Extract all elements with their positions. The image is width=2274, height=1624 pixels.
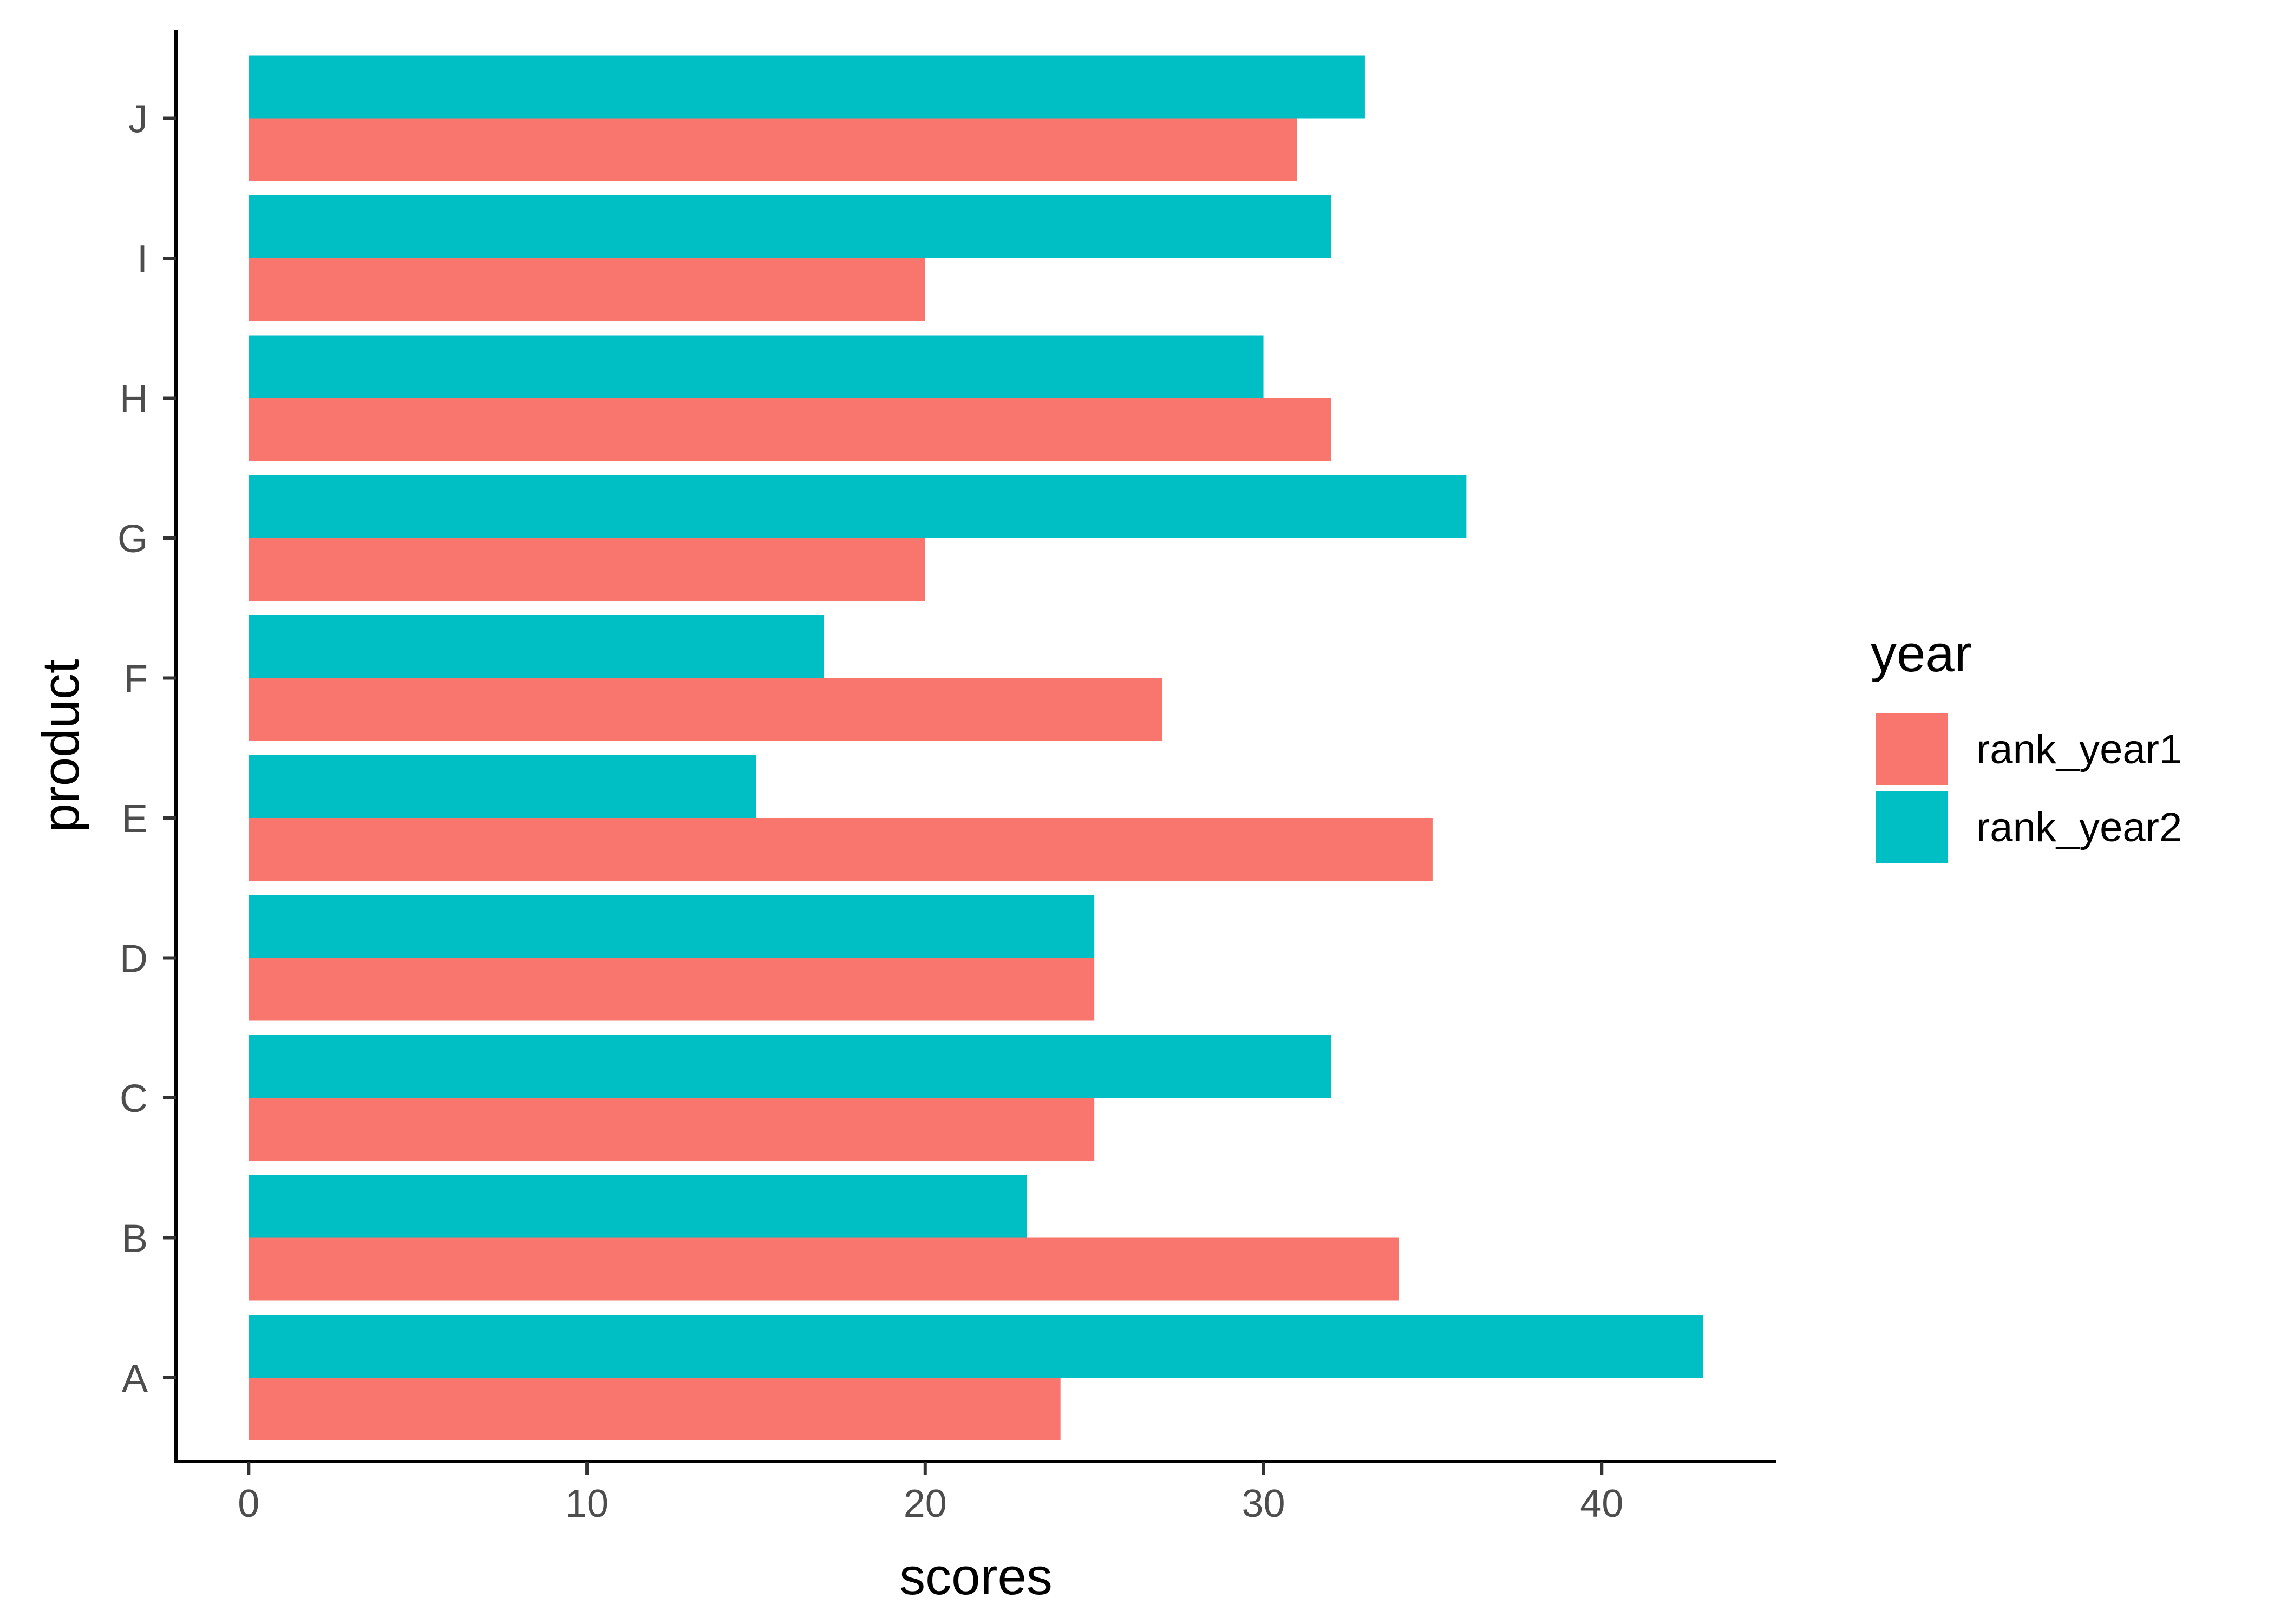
x-tick-label: 30 — [1241, 1482, 1285, 1525]
bar-rank_year1-B — [249, 1238, 1399, 1301]
y-tick-label: E — [122, 797, 148, 841]
x-tick-label: 10 — [565, 1482, 609, 1525]
legend-items: rank_year1 rank_year2 — [1876, 713, 2182, 863]
x-tick-label: 20 — [904, 1482, 947, 1525]
bar-rank_year2-A — [249, 1315, 1703, 1378]
bar-rank_year1-J — [249, 119, 1297, 181]
bar-rank_year1-G — [249, 538, 925, 601]
bar-rank_year1-I — [249, 258, 925, 321]
y-axis-title: product — [32, 659, 90, 832]
y-tick-label: B — [122, 1217, 148, 1261]
y-tick-label: H — [120, 378, 148, 421]
bar-rank_year2-H — [249, 336, 1263, 398]
y-tick-label: I — [137, 238, 148, 281]
legend-key-rank_year1 — [1876, 713, 1948, 785]
bars-layer — [249, 56, 1703, 1441]
bar-rank_year1-H — [249, 398, 1331, 461]
y-tick-label: F — [124, 658, 148, 701]
bar-rank_year1-D — [249, 958, 1094, 1021]
bar-rank_year2-C — [249, 1035, 1331, 1098]
x-tick-label: 40 — [1580, 1482, 1623, 1525]
bar-rank_year1-E — [249, 818, 1433, 881]
y-axis-ticks: A B C D E F G H I J — [117, 98, 176, 1401]
x-axis-title: scores — [899, 1548, 1053, 1606]
legend-label-rank_year1: rank_year1 — [1976, 726, 2182, 772]
y-tick-label: J — [128, 98, 148, 141]
bar-rank_year2-I — [249, 195, 1331, 258]
y-tick-label: G — [117, 518, 148, 561]
bar-rank_year2-G — [249, 475, 1466, 538]
bar-rank_year2-E — [249, 755, 756, 818]
bar-rank_year2-J — [249, 56, 1365, 119]
y-tick-label: A — [122, 1357, 148, 1400]
legend-title: year — [1871, 625, 1972, 683]
bar-rank_year1-F — [249, 678, 1162, 741]
legend: year rank_year1 rank_year2 — [1871, 625, 2182, 863]
bar-rank_year2-F — [249, 615, 824, 678]
bar-rank_year2-B — [249, 1175, 1027, 1238]
bar-rank_year2-D — [249, 895, 1094, 958]
bar-rank_year1-A — [249, 1378, 1060, 1440]
legend-key-rank_year2 — [1876, 791, 1948, 863]
x-axis-ticks: 0 10 20 30 40 — [238, 1462, 1623, 1525]
legend-label-rank_year2: rank_year2 — [1976, 804, 2182, 850]
x-tick-label: 0 — [238, 1482, 259, 1525]
bar-rank_year1-C — [249, 1098, 1094, 1161]
y-tick-label: D — [120, 938, 148, 981]
y-tick-label: C — [120, 1077, 148, 1121]
